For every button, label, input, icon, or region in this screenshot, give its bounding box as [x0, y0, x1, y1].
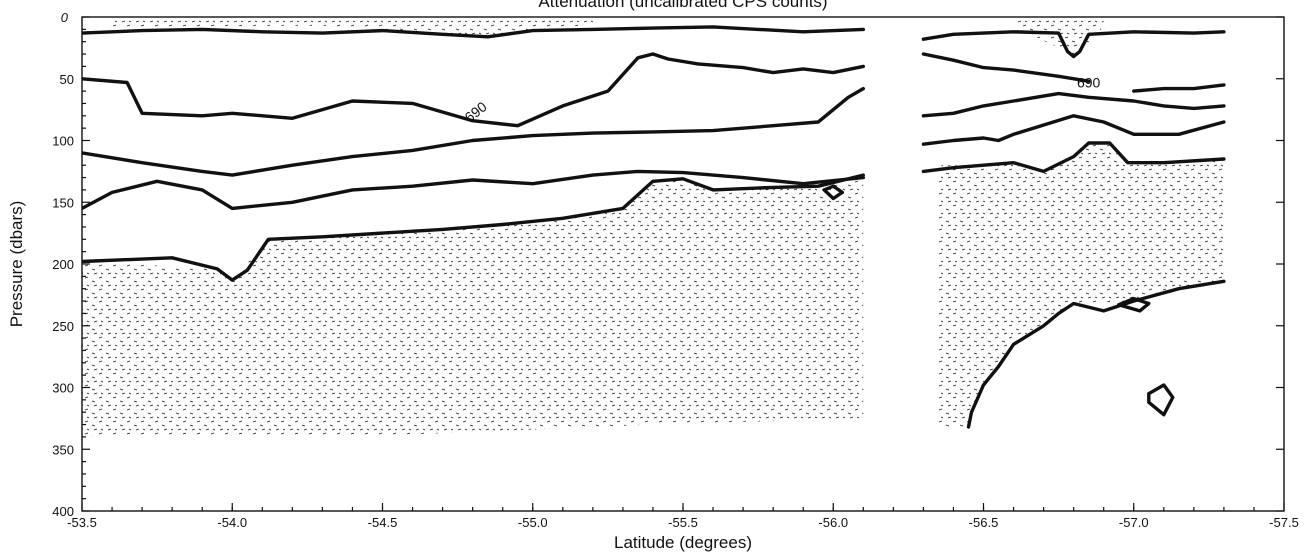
contour-line-p2-3 — [1132, 83, 1226, 93]
x-tick-label: -56.0 — [818, 515, 848, 530]
y-tick-label: 100 — [52, 134, 74, 149]
x-axis-title: Latitude (degrees) — [614, 533, 752, 552]
contour-line-p1-1 — [82, 25, 865, 39]
stipple-layer — [82, 19, 1224, 437]
contour-label: 690 — [1077, 74, 1101, 90]
stipple-region-3 — [112, 19, 593, 37]
stipple-region-1 — [82, 175, 864, 437]
stipple-region-4 — [1013, 19, 1104, 57]
contour-line-p2-6 — [921, 141, 1226, 174]
y-tick-label: 150 — [52, 195, 74, 210]
x-tick-label: -54.0 — [217, 515, 247, 530]
contour-line-p1-3 — [82, 86, 865, 177]
x-tick-label: -57.5 — [1269, 515, 1299, 530]
contour-line-p2-7 — [966, 279, 1226, 429]
y-tick-label: 0 — [61, 10, 69, 25]
contour-line-p1-4 — [82, 169, 865, 211]
y-tick-label: 300 — [52, 381, 74, 396]
contour-line-p2-5 — [921, 114, 1226, 146]
x-tick-label: -57.0 — [1119, 515, 1149, 530]
contour-layer — [82, 25, 1226, 429]
x-tick-label: -55.0 — [518, 515, 548, 530]
chart-title: Attenuation (uncalibrated CPS counts) — [538, 0, 827, 11]
y-tick-label: 200 — [52, 257, 74, 272]
x-tick-label: -56.5 — [969, 515, 999, 530]
x-tick-label: -54.5 — [368, 515, 398, 530]
y-axis-title: Pressure (dbars) — [7, 201, 26, 328]
contour-line-p2-9 — [1147, 383, 1175, 417]
contour-line-p1-5 — [82, 173, 865, 282]
contour-line-p1-6 — [822, 184, 844, 201]
contour-line-p2-8 — [1116, 296, 1151, 313]
y-tick-label: 250 — [52, 319, 74, 334]
x-axis: -53.5 -54.0 -54.5 -55.0 -55.5 -56.0 -56.5 -57.0… — [67, 503, 1299, 530]
y-tick-label: 400 — [52, 504, 74, 519]
y-axis: 0 50 100 150 200 250 300 350 400 — [52, 10, 1284, 519]
contour-line-p2-4 — [921, 91, 1226, 118]
y-tick-label: 350 — [52, 442, 74, 457]
y-tick-label: 50 — [60, 72, 74, 87]
contour-line-p2-1 — [921, 30, 1226, 59]
stipple-region-2 — [938, 143, 1224, 427]
x-tick-label: -55.5 — [668, 515, 698, 530]
contour-line-p1-2 — [82, 52, 865, 128]
x-tick-label: -53.5 — [67, 515, 97, 530]
contour-line-p2-2 — [921, 52, 1091, 83]
